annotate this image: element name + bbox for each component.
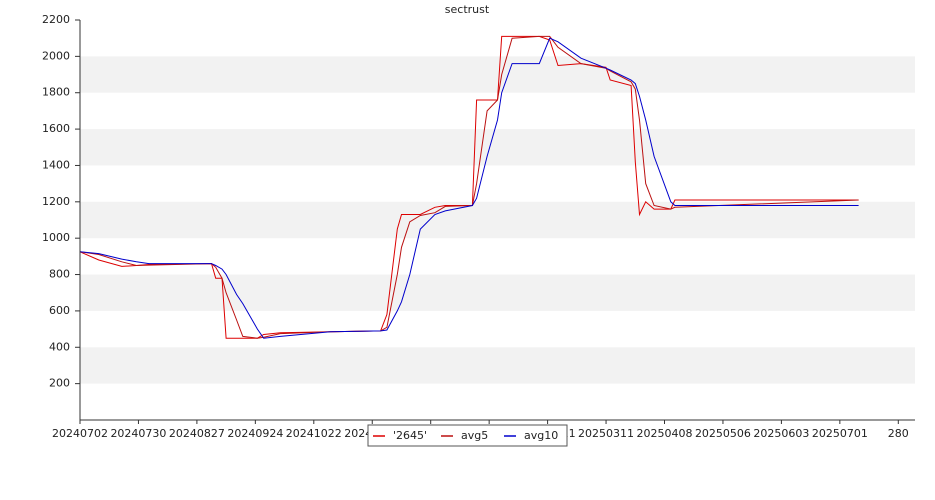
legend-label: avg5 [461,429,488,442]
y-tick-label: 600 [49,304,70,317]
grid-band [80,56,915,93]
legend-label: '2645' [393,429,427,442]
y-tick-label: 800 [49,268,70,281]
grid-band [80,274,915,311]
y-tick-label: 1800 [42,86,70,99]
y-tick-label: 1600 [42,122,70,135]
x-tick-label: 20250603 [753,427,809,440]
x-tick-label: 20240730 [110,427,166,440]
y-tick-label: 1400 [42,158,70,171]
x-tick-label: 20250311 [578,427,634,440]
chart-title: sectrust [445,3,490,16]
x-tick-label: 20240827 [169,427,225,440]
series-line [79,37,859,339]
series-line [79,35,859,339]
x-tick-label: 280 [888,427,909,440]
legend: '2645' avg5 avg10 [367,424,568,447]
x-tick-label: 20250701 [812,427,868,440]
grid-band [80,201,915,239]
x-tick-label: 20240702 [52,427,108,440]
x-tick-label: 20240924 [227,427,283,440]
x-tick-label: 20250408 [637,427,693,440]
y-tick-label: 2200 [42,13,70,26]
y-tick-label: 400 [49,340,70,353]
grid-band [80,129,915,166]
grid-band [80,347,915,384]
x-tick-label: 20250506 [695,427,751,440]
y-tick-label: 1000 [42,231,70,244]
legend-box [367,424,568,447]
x-tick-label: 20241022 [286,427,342,440]
legend-label: avg10 [524,429,558,442]
y-tick-label: 2000 [42,49,70,62]
y-tick-label: 1200 [42,195,70,208]
y-tick-label: 200 [49,377,70,390]
